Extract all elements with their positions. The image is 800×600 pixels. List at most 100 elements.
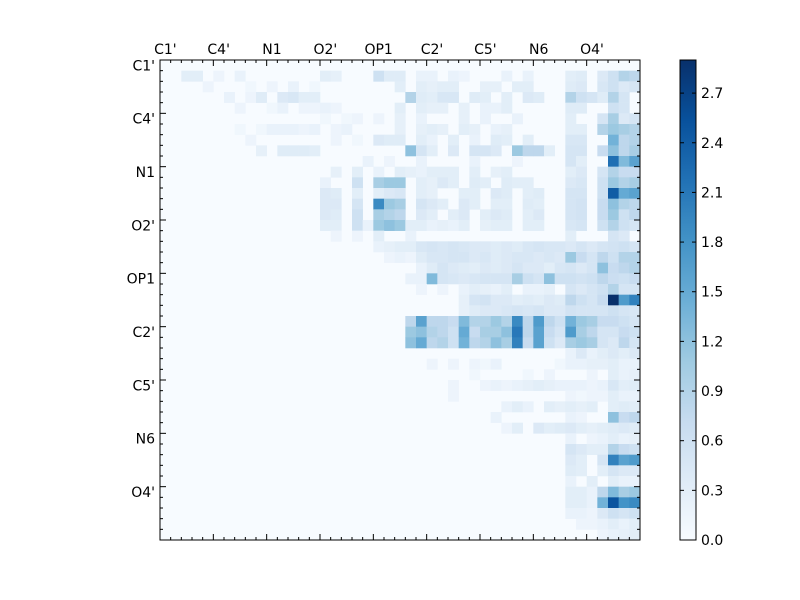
- x-tick-labels: C1' C4' N1 O2' OP1 C2' C5' N6 O4': [154, 42, 604, 58]
- heatmap-cell: [480, 337, 491, 349]
- heatmap-cell: [576, 454, 587, 466]
- heatmap-cell: [608, 230, 619, 242]
- heatmap-cell: [490, 220, 502, 231]
- heatmap-cell: [576, 166, 587, 178]
- heatmap-cell: [437, 220, 449, 231]
- heatmap-cell: [448, 81, 459, 93]
- heatmap-cell: [234, 124, 246, 135]
- heatmap-cell: [405, 145, 417, 157]
- heatmap-cell: [608, 166, 619, 178]
- heatmap-cell: [522, 380, 534, 391]
- heatmap-cell: [458, 316, 470, 327]
- heatmap-cell: [384, 134, 395, 146]
- heatmap-cell: [576, 81, 587, 93]
- heatmap-cell: [469, 262, 481, 274]
- heatmap-cell: [458, 188, 470, 199]
- heatmap-cell: [618, 508, 630, 519]
- heatmap-cell: [586, 92, 598, 103]
- heatmap-cell: [565, 497, 577, 509]
- heatmap-cell: [533, 145, 545, 157]
- heatmap-cell: [522, 369, 534, 381]
- heatmap-cell: [576, 348, 587, 359]
- heatmap-cell: [416, 92, 427, 103]
- heatmap-cell: [618, 156, 630, 167]
- heatmap-cell: [618, 348, 630, 359]
- heatmap-cell: [597, 177, 609, 189]
- heatmap-cell: [501, 262, 513, 274]
- heatmap-cell: [618, 241, 630, 253]
- heatmap-cell: [288, 145, 299, 157]
- heatmap-cell: [501, 102, 513, 114]
- heatmap-cell: [405, 230, 417, 242]
- heatmap-cell: [565, 422, 577, 434]
- x-tick-label: OP1: [364, 42, 392, 58]
- heatmap-cell: [416, 284, 427, 295]
- heatmap-cell: [352, 198, 363, 210]
- heatmap-cell: [448, 337, 459, 349]
- heatmap-cell: [522, 401, 534, 413]
- heatmap-cell: [480, 252, 491, 263]
- heatmap-cell: [608, 390, 619, 402]
- heatmap-cell: [416, 252, 427, 263]
- heatmap-cell: [608, 177, 619, 189]
- heatmap-cell: [480, 358, 491, 370]
- heatmap-cell: [629, 529, 641, 541]
- heatmap-cell: [330, 198, 342, 210]
- heatmap-cell: [597, 486, 609, 498]
- heatmap-cell: [522, 188, 534, 199]
- heatmap-cell: [416, 177, 427, 189]
- heatmap-cell: [554, 422, 566, 434]
- x-tick-label: O4': [580, 42, 604, 58]
- heatmap-cell: [533, 262, 545, 274]
- heatmap-cell: [565, 476, 577, 487]
- heatmap-cell: [576, 156, 587, 167]
- heatmap-cell: [416, 209, 427, 221]
- heatmap-cell: [608, 305, 619, 317]
- heatmap-cell: [458, 326, 470, 338]
- x-tick-label: N1: [262, 42, 281, 58]
- heatmap-cell: [202, 81, 214, 93]
- x-tick-label: C2': [421, 42, 444, 58]
- heatmap-cell: [373, 188, 385, 199]
- heatmap-cell: [608, 422, 619, 434]
- heatmap-cell: [458, 294, 470, 306]
- heatmap-cell: [576, 497, 587, 509]
- heatmap-cell: [576, 412, 587, 423]
- heatmap-cell: [565, 241, 577, 253]
- heatmap-cell: [576, 380, 587, 391]
- heatmap-cell: [373, 113, 385, 125]
- heatmap-cell: [565, 337, 577, 349]
- heatmap-cell: [480, 262, 491, 274]
- heatmap-cell: [416, 156, 427, 167]
- heatmap-cell: [458, 252, 470, 263]
- heatmap-cell: [469, 124, 481, 135]
- heatmap-cell: [501, 241, 513, 253]
- heatmap-cell: [490, 81, 502, 93]
- heatmap-cell: [608, 81, 619, 93]
- heatmap-cell: [426, 273, 438, 285]
- heatmap-cell: [192, 70, 203, 82]
- heatmap-cell: [426, 92, 438, 103]
- heatmap-cell: [629, 433, 641, 445]
- heatmap-cell: [490, 241, 502, 253]
- y-tick-label: O2': [131, 218, 155, 234]
- heatmap-cell: [277, 124, 289, 135]
- heatmap-cell: [501, 220, 513, 231]
- heatmap-cell: [576, 294, 587, 306]
- heatmap-cell: [437, 92, 449, 103]
- heatmap-cell: [565, 220, 577, 231]
- heatmap-cell: [394, 70, 406, 82]
- x-tick-label: O2': [313, 42, 337, 58]
- heatmap-cell: [458, 209, 470, 221]
- heatmap-cell: [618, 465, 630, 477]
- heatmap-cell: [586, 241, 598, 253]
- heatmap-cell: [288, 92, 299, 103]
- heatmap-cell: [490, 380, 502, 391]
- heatmap-cell: [565, 433, 577, 445]
- heatmap-cell: [629, 401, 641, 413]
- heatmap-cell: [522, 220, 534, 231]
- heatmap-cell: [320, 102, 331, 114]
- heatmap-cell: [586, 294, 598, 306]
- heatmap-cell: [373, 177, 385, 189]
- y-tick-label: C1': [132, 58, 155, 74]
